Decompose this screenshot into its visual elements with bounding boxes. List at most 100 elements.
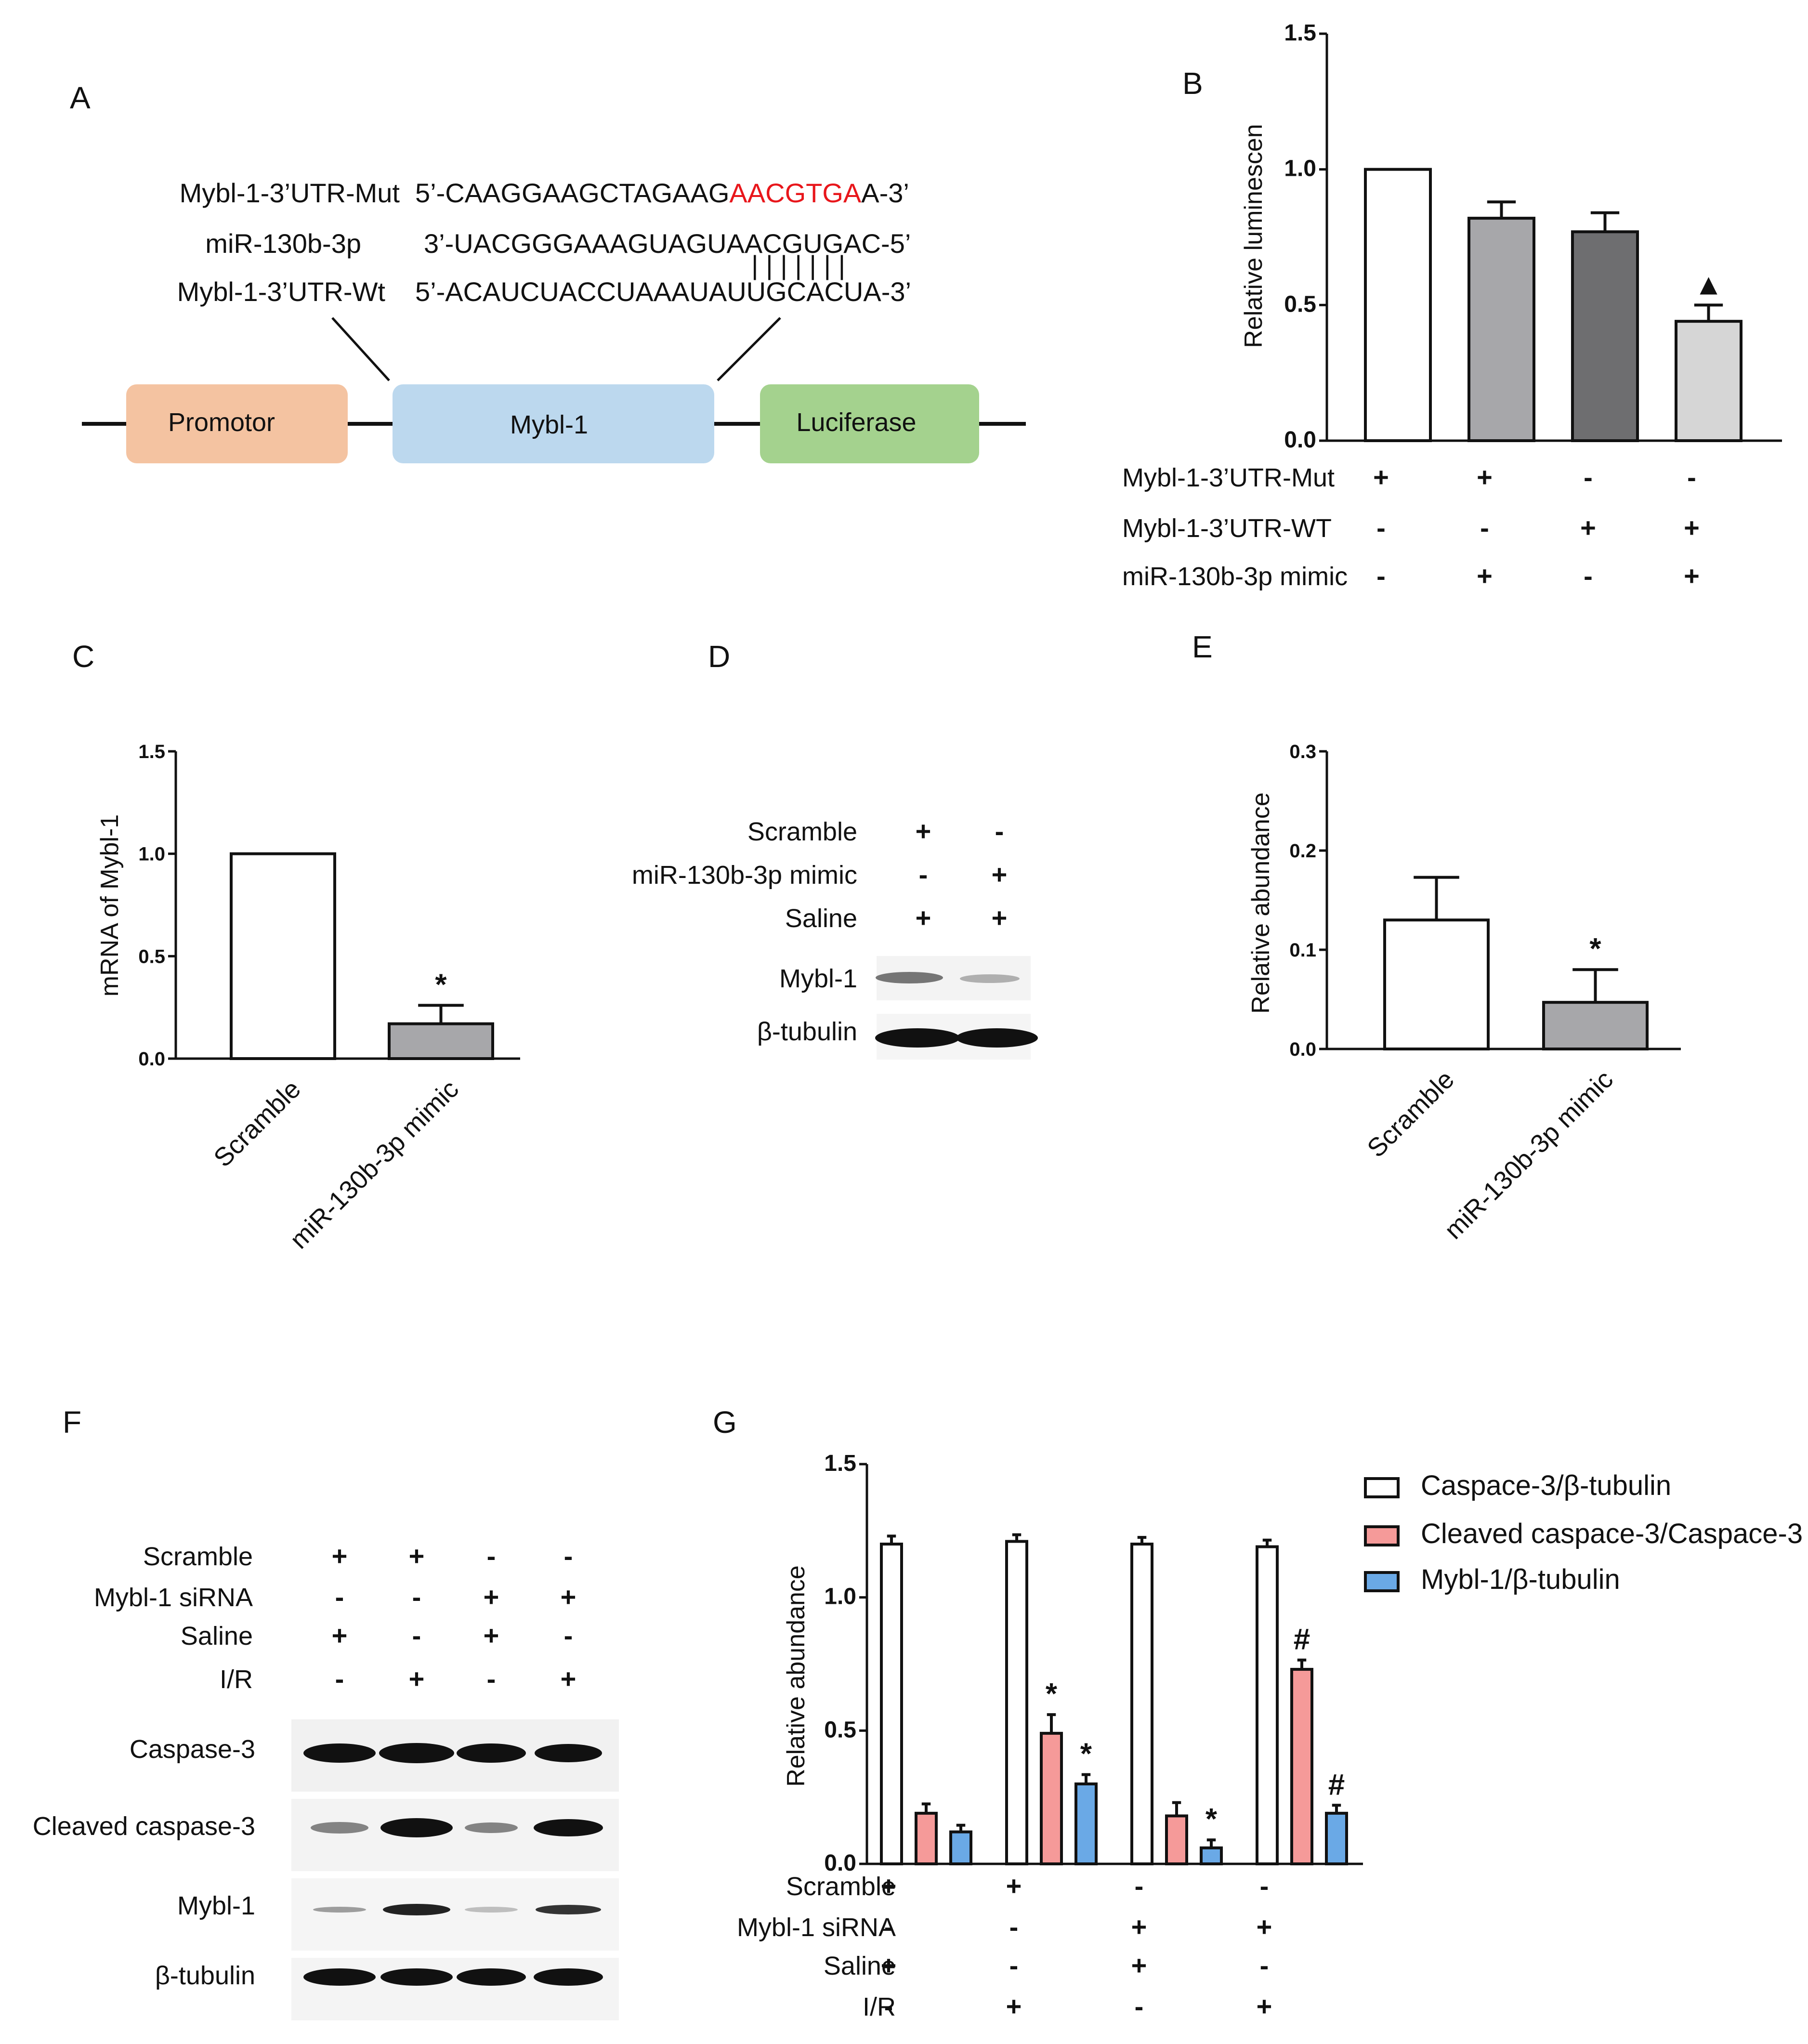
legend-swatch-3: [1364, 1571, 1400, 1592]
blot-d-sign-2-1: -: [919, 859, 928, 890]
chart-g-bar-s3-g4-annotation: #: [1328, 1768, 1345, 1801]
blot-d-label-mybl1: Mybl-1: [779, 964, 857, 993]
chart-b-condition-2: Mybl-1-3’UTR-WT: [1122, 514, 1332, 543]
chart-b-sign-2-3: +: [1580, 512, 1596, 543]
blot-f-band-2-3: [465, 1822, 518, 1833]
panel-e: E 0.0 0.1 0.2 0.3 Relative abundance * Scrambl…: [1192, 629, 1681, 1245]
blot-d-sign-3-1: +: [916, 903, 931, 933]
blot-f-band-2-4: [534, 1819, 603, 1836]
chart-c: 0.0 0.5 1.0 1.5 mRNA of Mybl-1 * ScramblemiR-1…: [96, 741, 520, 1254]
legend-label-2: Cleaved caspace-3/Caspace-3: [1421, 1518, 1803, 1549]
chart-b-bar-3: [1571, 230, 1639, 442]
blot-f-band-1-4: [535, 1744, 602, 1762]
blot-f-band-1-3: [457, 1743, 526, 1763]
blot-d-label-tubulin: β-tubulin: [757, 1017, 857, 1046]
blot-f-band-4-1: [303, 1968, 376, 1986]
mut-seq-black: 5’-CAAGGAAGCTAGAAG: [415, 178, 729, 208]
chart-b-sign-1-1: +: [1373, 462, 1389, 492]
chart-e-bar-1: [1383, 918, 1490, 1050]
chart-g-sign-2-1: -: [884, 1912, 893, 1942]
chart-c-y-tick-label-0: 0.0: [138, 1048, 165, 1070]
chart-g-sign-3-1: +: [881, 1950, 897, 1980]
chart-g-bar-s3-g3: [1200, 1846, 1223, 1866]
chart-e-y-tick-label-3: 0.3: [1289, 741, 1316, 762]
legend-label-1: Caspace-3/β-tubulin: [1421, 1470, 1671, 1501]
blot-f-sign-4-2: +: [409, 1664, 425, 1694]
blot-f-strip-mybl1: [291, 1878, 619, 1951]
chart-g-bar-s3-g3-annotation: *: [1205, 1803, 1218, 1836]
blot-f-sign-2-3: +: [484, 1582, 499, 1612]
chart-g-bar-s2-g4-annotation: #: [1294, 1623, 1310, 1656]
blot-f-bands: [303, 1743, 603, 1986]
blot-f-band-3-3: [465, 1907, 518, 1913]
chart-e-category-2: miR-130b-3p mimic: [1439, 1065, 1619, 1245]
panel-f: F Scramble + + - - Mybl-1 siRNA - - + + Saline + - + -…: [33, 1405, 619, 2020]
chart-g-sign-1-4: -: [1260, 1871, 1269, 1901]
chart-g-bar-s2-g4: [1290, 1668, 1313, 1865]
chart-e-y-axis-title: Relative abundance: [1247, 792, 1275, 1014]
promotor-label: Promotor: [168, 408, 275, 437]
chart-g-sign-4-3: -: [1135, 1991, 1144, 2021]
panel-letter-b: B: [1182, 66, 1203, 101]
chart-g: 0.0 0.5 1.0 1.5 Relative abundance * # * * #: [782, 1451, 1363, 1876]
chart-g-sign-1-1: +: [881, 1871, 897, 1901]
legend-swatch-1: [1364, 1477, 1400, 1498]
chart-g-sign-4-4: +: [1257, 1991, 1272, 2021]
blot-f-condition-1: Scramble: [143, 1542, 253, 1571]
panel-d: D Scramble + -miR-130b-3p mimic - +Saline + + …: [632, 639, 1038, 1060]
chart-g-bar-s1-g3: [1130, 1543, 1153, 1865]
blot-f-sign-4-1: -: [335, 1664, 344, 1694]
chart-g-bar-s1-g1: [880, 1543, 903, 1865]
chart-b-bar-4: [1675, 320, 1742, 443]
chart-b-y-axis-title: Relative luminescen: [1240, 124, 1268, 348]
blot-d-sign-3-2: +: [992, 903, 1008, 933]
chart-g-bar-s3-g4: [1325, 1811, 1348, 1866]
blot-f-sign-3-1: +: [332, 1620, 348, 1651]
blot-f-sign-3-4: -: [564, 1620, 573, 1651]
blot-d-mybl1-band-2: [960, 974, 1020, 983]
blot-f-sign-3-3: +: [484, 1620, 499, 1651]
blot-f-band-1-2: [379, 1743, 454, 1763]
mut-sequence: 5’-CAAGGAAGCTAGAAGAACGTGAA-3’: [415, 178, 909, 208]
chart-g-sign-3-2: -: [1009, 1950, 1019, 1980]
panel-letter-e: E: [1192, 629, 1213, 664]
conditions-b: Mybl-1-3’UTR-Mut + + - - Mybl-1-3’UTR-WT - - + + m…: [1122, 462, 1700, 591]
chart-e-y-tick-label-2: 0.2: [1289, 840, 1316, 862]
chart-c-bar-2: [388, 1022, 494, 1061]
blot-f-sign-2-2: -: [412, 1582, 421, 1612]
connector-right: [717, 317, 781, 381]
conditions-g: Scramble+ + - -Mybl-1 siRNA- - + +Saline+ - + -I/…: [737, 1871, 1272, 2021]
blot-f-band-3-2: [383, 1904, 450, 1915]
chart-g-bar-s3-g2-annotation: *: [1080, 1738, 1092, 1771]
chart-e: 0.0 0.1 0.2 0.3 Relative abundance * Scramblem…: [1247, 741, 1681, 1245]
chart-g-bar-s2-g1: [915, 1811, 938, 1866]
blot-f-band-1-1: [303, 1743, 376, 1763]
blot-f-sign-1-2: +: [409, 1541, 425, 1571]
blot-f-label-mybl1: Mybl-1: [177, 1891, 255, 1920]
chart-b-bar-2: [1467, 217, 1535, 442]
chart-e-bar-2-annotation: *: [1589, 932, 1601, 966]
chart-g-y-tick-label-1: 0.5: [824, 1717, 856, 1743]
blot-f-band-2-2: [380, 1818, 453, 1837]
blot-f-sign-2-4: +: [561, 1582, 576, 1612]
chart-g-sign-2-4: +: [1257, 1912, 1272, 1942]
blot-f-band-3-1: [313, 1907, 366, 1913]
blot-f-label-tubulin: β-tubulin: [155, 1961, 255, 1990]
panel-letter-a: A: [70, 80, 91, 115]
chart-e-y-tick-label-0: 0.0: [1289, 1039, 1316, 1060]
chart-b-sign-2-1: -: [1376, 512, 1386, 543]
blot-d-condition-1: Scramble: [747, 817, 857, 846]
chart-b-bar-4-annotation: ▲: [1694, 268, 1723, 301]
mut-label: Mybl-1-3’UTR-Mut: [180, 178, 400, 208]
chart-g-sign-2-2: -: [1009, 1912, 1019, 1942]
chart-g-sign-4-1: -: [884, 1991, 893, 2021]
blot-f-band-3-4: [536, 1905, 601, 1914]
mirna-sequence: 3’-UACGGGAAAGUAGUAACGUGAC-5’: [424, 228, 911, 259]
base-pairing: | | | | | | |: [751, 250, 845, 280]
chart-g-bar-s3-g1: [949, 1830, 972, 1866]
chart-b-sign-3-2: +: [1477, 561, 1493, 591]
blot-f-band-2-1: [311, 1822, 368, 1834]
chart-b-sign-1-4: -: [1687, 462, 1696, 492]
chart-b-sign-2-4: +: [1684, 512, 1700, 543]
chart-g-condition-4: I/R: [863, 1992, 896, 2021]
